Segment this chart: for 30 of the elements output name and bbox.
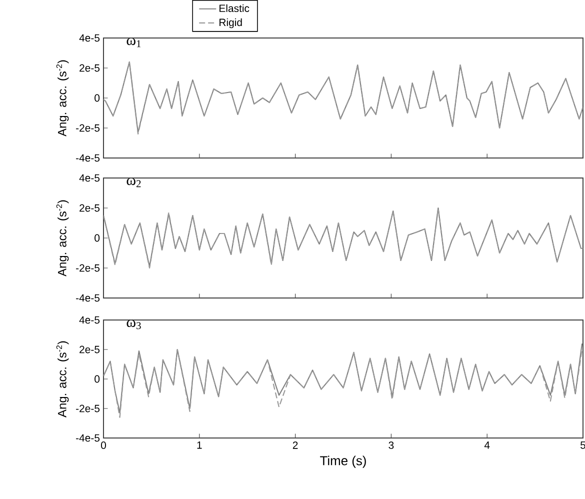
y-tick-label: -4e-5 xyxy=(76,434,100,442)
y-tick-label: -2e-5 xyxy=(76,124,100,132)
y-axis-title: Ang. acc. (s$^{-2}$) xyxy=(56,341,69,418)
chart-title: ω$_{2}$ xyxy=(126,178,141,188)
y-tick-label: 4e-5 xyxy=(79,316,100,324)
y-axis-title: Ang. acc. (s$^{-2}$) xyxy=(56,60,69,136)
x-tick-label: 4 xyxy=(484,442,490,449)
y-tick-label: -2e-5 xyxy=(76,404,100,412)
x-tick-label: 3 xyxy=(388,442,394,449)
y-tick-label: -2e-5 xyxy=(76,264,100,272)
x-tick-label: 5 xyxy=(580,442,585,449)
x-axis-title: Time (s) xyxy=(320,456,366,468)
y-tick-label: 2e-5 xyxy=(80,204,100,212)
legend-label: Elastic xyxy=(220,4,250,12)
x-tick-label: 1 xyxy=(197,442,202,449)
y-tick-label: 2e-5 xyxy=(80,64,100,72)
chart-title: ω$_{1}$ xyxy=(126,38,141,48)
y-tick-label: -4e-5 xyxy=(76,154,100,162)
y-tick-label: 0 xyxy=(94,375,100,383)
x-tick-label: 0 xyxy=(100,442,106,449)
legend-label: Rigid xyxy=(220,18,242,28)
y-tick-label: 2e-5 xyxy=(80,346,100,354)
y-tick-label: 0 xyxy=(94,234,100,242)
y-axis-title: Ang. acc. (s$^{-2}$) xyxy=(56,200,69,276)
y-tick-label: 0 xyxy=(94,94,100,102)
y-tick-label: -4e-5 xyxy=(76,294,100,302)
y-tick-label: 4e-5 xyxy=(79,34,100,42)
chart-title: ω$_{3}$ xyxy=(126,320,141,330)
y-tick-label: 4e-5 xyxy=(79,174,100,182)
x-tick-label: 2 xyxy=(292,442,298,449)
